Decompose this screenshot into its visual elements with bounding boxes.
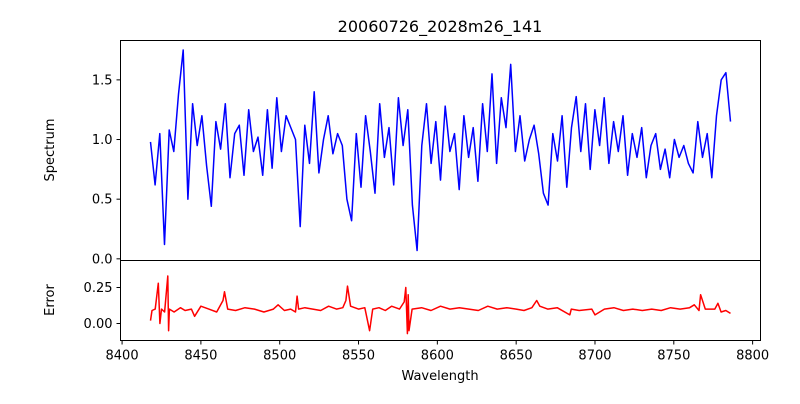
spectrum-y-label: Spectrum: [43, 119, 58, 182]
x-tick-label: 8700: [578, 349, 611, 364]
x-axis-label: Wavelength: [401, 369, 478, 384]
spectrum-series-line: [149, 49, 732, 252]
error-axes-frame: [120, 260, 761, 341]
x-tick-label: 8650: [500, 349, 533, 364]
error-series-line: [149, 275, 731, 335]
x-tick-label: 8550: [342, 349, 375, 364]
spectrum-y-tick-label: 0.0: [92, 252, 113, 267]
spectrum-y-tick-label: 1.5: [92, 73, 113, 88]
x-tick-label: 8750: [657, 349, 690, 364]
chart-title: 20060726_2028m26_141: [338, 17, 543, 37]
error-plot: 0.00 0.25 8400 8450 8500 8550 8600 8650 8700 8750…: [84, 275, 769, 364]
x-tick-label: 8500: [263, 349, 296, 364]
error-y-label: Error: [43, 284, 58, 316]
error-y-tick-label: 0.25: [84, 281, 113, 296]
error-y-tick-label: 0.00: [84, 317, 113, 332]
x-tick-label: 8800: [736, 349, 769, 364]
x-tick-label: 8400: [106, 349, 139, 364]
spectrum-y-tick-label: 0.5: [92, 193, 113, 208]
x-tick-label: 8450: [184, 349, 217, 364]
spectrum-plot: 0.0 0.5 1.0 1.5: [92, 49, 732, 267]
spectrum-y-tick-label: 1.0: [92, 133, 113, 148]
x-tick-label: 8600: [421, 349, 454, 364]
